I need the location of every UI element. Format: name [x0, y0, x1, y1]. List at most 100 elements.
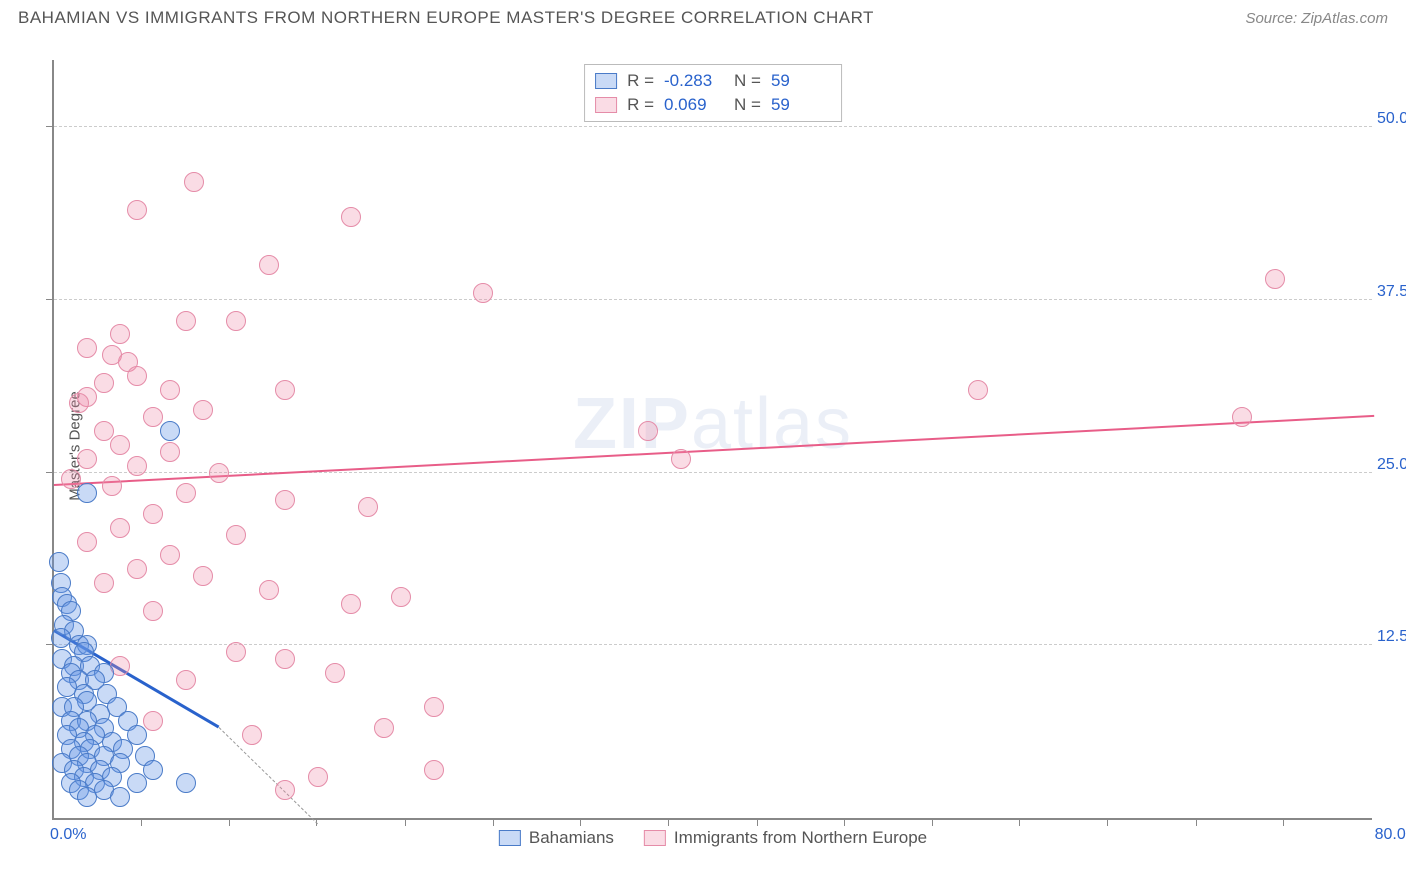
source-attribution: Source: ZipAtlas.com: [1245, 10, 1388, 27]
trend-line-blue-dashed: [219, 727, 319, 824]
data-point: [102, 476, 122, 496]
data-point: [143, 601, 163, 621]
data-point: [143, 711, 163, 731]
data-point: [127, 773, 147, 793]
data-point: [94, 573, 114, 593]
chart-title: BAHAMIAN VS IMMIGRANTS FROM NORTHERN EUR…: [18, 8, 874, 28]
data-point: [127, 456, 147, 476]
r-label: R =: [627, 71, 654, 91]
x-tick-mark: [1107, 818, 1108, 826]
data-point: [127, 200, 147, 220]
data-point: [160, 421, 180, 441]
y-tick-label: 37.5%: [1377, 283, 1406, 301]
data-point: [968, 380, 988, 400]
stats-row-blue: R = -0.283 N = 59: [595, 69, 831, 93]
data-point: [275, 380, 295, 400]
data-point: [259, 580, 279, 600]
swatch-blue-icon: [499, 830, 521, 846]
y-tick-mark: [46, 299, 54, 300]
data-point: [160, 545, 180, 565]
gridline: [54, 472, 1372, 473]
data-point: [226, 525, 246, 545]
swatch-blue-icon: [595, 73, 617, 89]
x-tick-mark: [1283, 818, 1284, 826]
header: BAHAMIAN VS IMMIGRANTS FROM NORTHERN EUR…: [0, 0, 1406, 32]
x-tick-mark: [493, 818, 494, 826]
bottom-legend: Bahamians Immigrants from Northern Europ…: [499, 828, 927, 848]
stats-legend-box: R = -0.283 N = 59 R = 0.069 N = 59: [584, 64, 842, 122]
data-point: [77, 532, 97, 552]
data-point: [94, 373, 114, 393]
data-point: [259, 255, 279, 275]
y-tick-label: 50.0%: [1377, 110, 1406, 128]
r-label: R =: [627, 95, 654, 115]
data-point: [275, 780, 295, 800]
n-label: N =: [734, 71, 761, 91]
data-point: [341, 594, 361, 614]
data-point: [127, 559, 147, 579]
data-point: [176, 773, 196, 793]
r-value-pink: 0.069: [664, 95, 724, 115]
data-point: [424, 697, 444, 717]
data-point: [69, 393, 89, 413]
data-point: [143, 407, 163, 427]
data-point: [391, 587, 411, 607]
data-point: [110, 435, 130, 455]
legend-item-bahamians: Bahamians: [499, 828, 614, 848]
data-point: [424, 760, 444, 780]
data-point: [77, 787, 97, 807]
data-point: [226, 642, 246, 662]
stats-row-pink: R = 0.069 N = 59: [595, 93, 831, 117]
n-value-blue: 59: [771, 71, 831, 91]
data-point: [61, 469, 81, 489]
data-point: [127, 366, 147, 386]
legend-label: Bahamians: [529, 828, 614, 848]
watermark: ZIPatlas: [573, 383, 853, 465]
gridline: [54, 299, 1372, 300]
data-point: [341, 207, 361, 227]
data-point: [242, 725, 262, 745]
x-tick-mark: [141, 818, 142, 826]
data-point: [226, 311, 246, 331]
data-point: [176, 311, 196, 331]
plot-region: ZIPatlas R = -0.283 N = 59 R = 0.069 N =…: [52, 60, 1372, 820]
data-point: [143, 504, 163, 524]
r-value-blue: -0.283: [664, 71, 724, 91]
data-point: [1232, 407, 1252, 427]
legend-item-immigrants: Immigrants from Northern Europe: [644, 828, 927, 848]
legend-label: Immigrants from Northern Europe: [674, 828, 927, 848]
data-point: [275, 649, 295, 669]
data-point: [275, 490, 295, 510]
data-point: [193, 400, 213, 420]
data-point: [176, 670, 196, 690]
x-tick-max: 80.0%: [1375, 826, 1406, 844]
data-point: [110, 324, 130, 344]
gridline: [54, 126, 1372, 127]
data-point: [184, 172, 204, 192]
y-tick-mark: [46, 126, 54, 127]
data-point: [374, 718, 394, 738]
swatch-pink-icon: [595, 97, 617, 113]
n-value-pink: 59: [771, 95, 831, 115]
data-point: [193, 566, 213, 586]
y-tick-label: 25.0%: [1377, 456, 1406, 474]
y-tick-mark: [46, 472, 54, 473]
x-tick-mark: [580, 818, 581, 826]
data-point: [77, 483, 97, 503]
x-tick-mark: [668, 818, 669, 826]
data-point: [358, 497, 378, 517]
x-tick-mark: [1196, 818, 1197, 826]
data-point: [160, 442, 180, 462]
data-point: [176, 483, 196, 503]
data-point: [160, 380, 180, 400]
x-tick-mark: [757, 818, 758, 826]
data-point: [638, 421, 658, 441]
data-point: [94, 421, 114, 441]
x-tick-mark: [844, 818, 845, 826]
swatch-pink-icon: [644, 830, 666, 846]
data-point: [325, 663, 345, 683]
data-point: [209, 463, 229, 483]
data-point: [473, 283, 493, 303]
data-point: [49, 552, 69, 572]
data-point: [143, 760, 163, 780]
